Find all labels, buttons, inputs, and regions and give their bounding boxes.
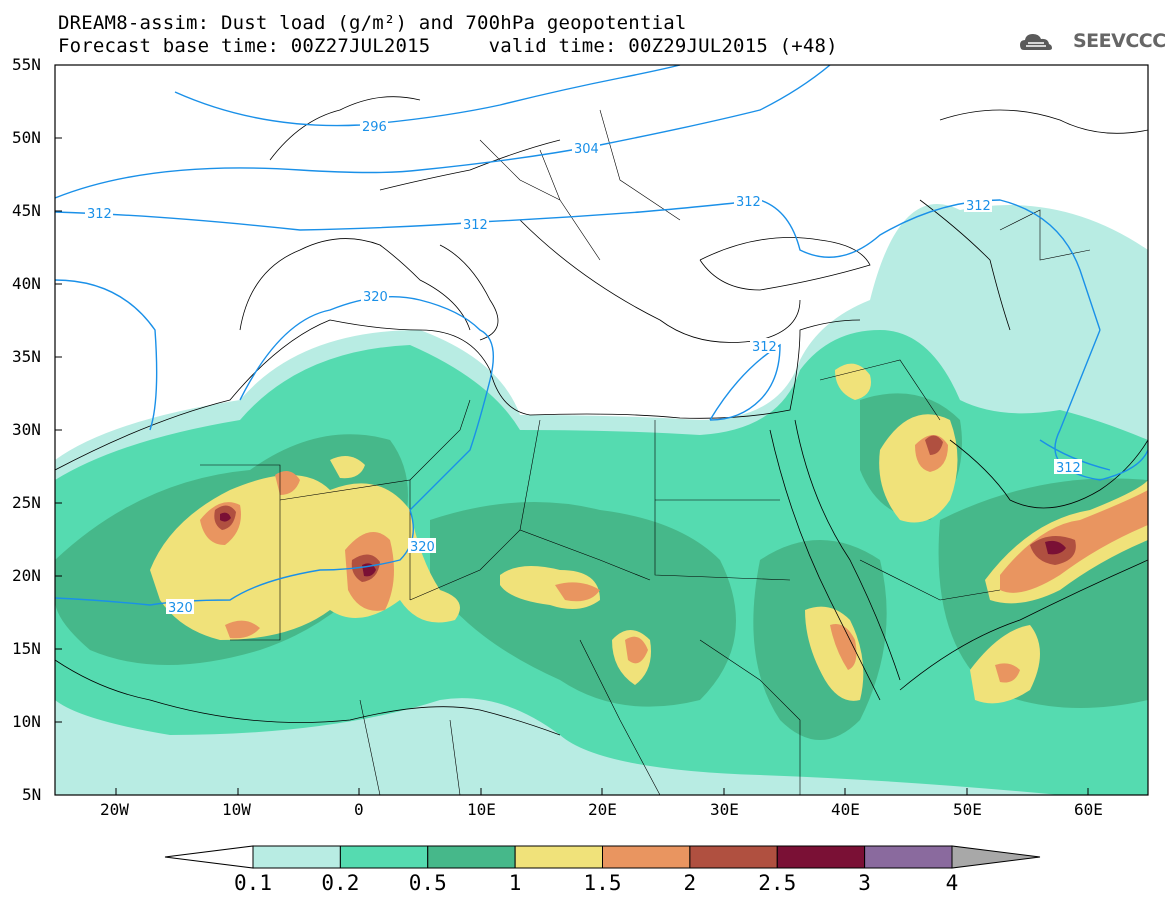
lon-label: 20E	[588, 800, 617, 819]
contour-label: 296	[362, 120, 387, 135]
lat-label: 35N	[12, 347, 41, 366]
colorbar-level-label: 0.2	[321, 871, 360, 895]
colorbar-level-label: 0.1	[234, 871, 272, 895]
colorbar-cell	[689, 845, 778, 869]
colorbar-level-label: 2.5	[758, 871, 797, 895]
colorbar-level-label: 0.5	[408, 871, 447, 895]
lon-label: 10E	[467, 800, 496, 819]
colorbar-level-label: 1.5	[583, 871, 622, 895]
colorbar-cell	[339, 845, 429, 869]
lon-label: 0	[354, 800, 364, 819]
lat-label: 50N	[12, 128, 41, 147]
colorbar-level-label: 1	[508, 871, 522, 895]
colorbar-cell	[427, 845, 516, 869]
lat-label: 15N	[12, 639, 41, 658]
contour-label: 312	[463, 218, 488, 233]
lat-label: 20N	[12, 566, 41, 585]
contour-label: 320	[363, 290, 388, 305]
lat-label: 10N	[12, 712, 41, 731]
contour-label: 312	[752, 340, 777, 355]
colorbar-level-label: 3	[858, 871, 871, 895]
lat-label: 40N	[12, 274, 41, 293]
lat-label: 55N	[12, 55, 41, 74]
contour-label: 312	[966, 199, 991, 214]
dust-field	[55, 204, 1148, 795]
logo-text: SEEVCCC	[1073, 30, 1165, 52]
colorbar-level-label: 2	[683, 871, 697, 895]
cloud-logo-icon	[1020, 34, 1052, 50]
lon-label: 40E	[831, 800, 860, 819]
contour-label: 304	[574, 142, 599, 157]
colorbar	[164, 845, 1041, 869]
lat-label: 30N	[12, 420, 41, 439]
lat-label: 45N	[12, 201, 41, 220]
contour-label: 312	[736, 195, 761, 210]
lon-label: 30E	[710, 800, 739, 819]
country-borders	[200, 109, 1091, 795]
colorbar-cell	[514, 845, 603, 869]
axis-ticks	[55, 64, 1089, 796]
contour-label: 312	[1056, 461, 1081, 476]
colorbar-cell	[776, 845, 866, 869]
lon-label: 60E	[1074, 800, 1103, 819]
contour-labels: 296 304 312 312 312 312 320 320 320 312 …	[85, 118, 1082, 616]
lon-label: 10W	[222, 800, 251, 819]
lat-label: 25N	[12, 493, 41, 512]
colorbar-level-label: 4	[945, 871, 959, 895]
colorbar-cell	[602, 845, 691, 869]
coastlines	[55, 96, 1148, 736]
contour-label: 312	[87, 207, 112, 222]
colorbar-over-triangle	[951, 845, 1041, 869]
chart-subtitle: Forecast base time: 00Z27JUL2015 valid t…	[58, 35, 838, 57]
colorbar-cell	[252, 845, 341, 869]
contour-label: 320	[168, 601, 193, 616]
chart-title: DREAM8-assim: Dust load (g/m²) and 700hP…	[58, 12, 687, 34]
lat-label: 5N	[22, 785, 42, 804]
contour-label: 320	[410, 540, 435, 555]
colorbar-under-triangle	[164, 845, 254, 869]
colorbar-cell	[864, 845, 953, 869]
lon-label: 20W	[100, 800, 129, 819]
lon-label: 50E	[953, 800, 982, 819]
